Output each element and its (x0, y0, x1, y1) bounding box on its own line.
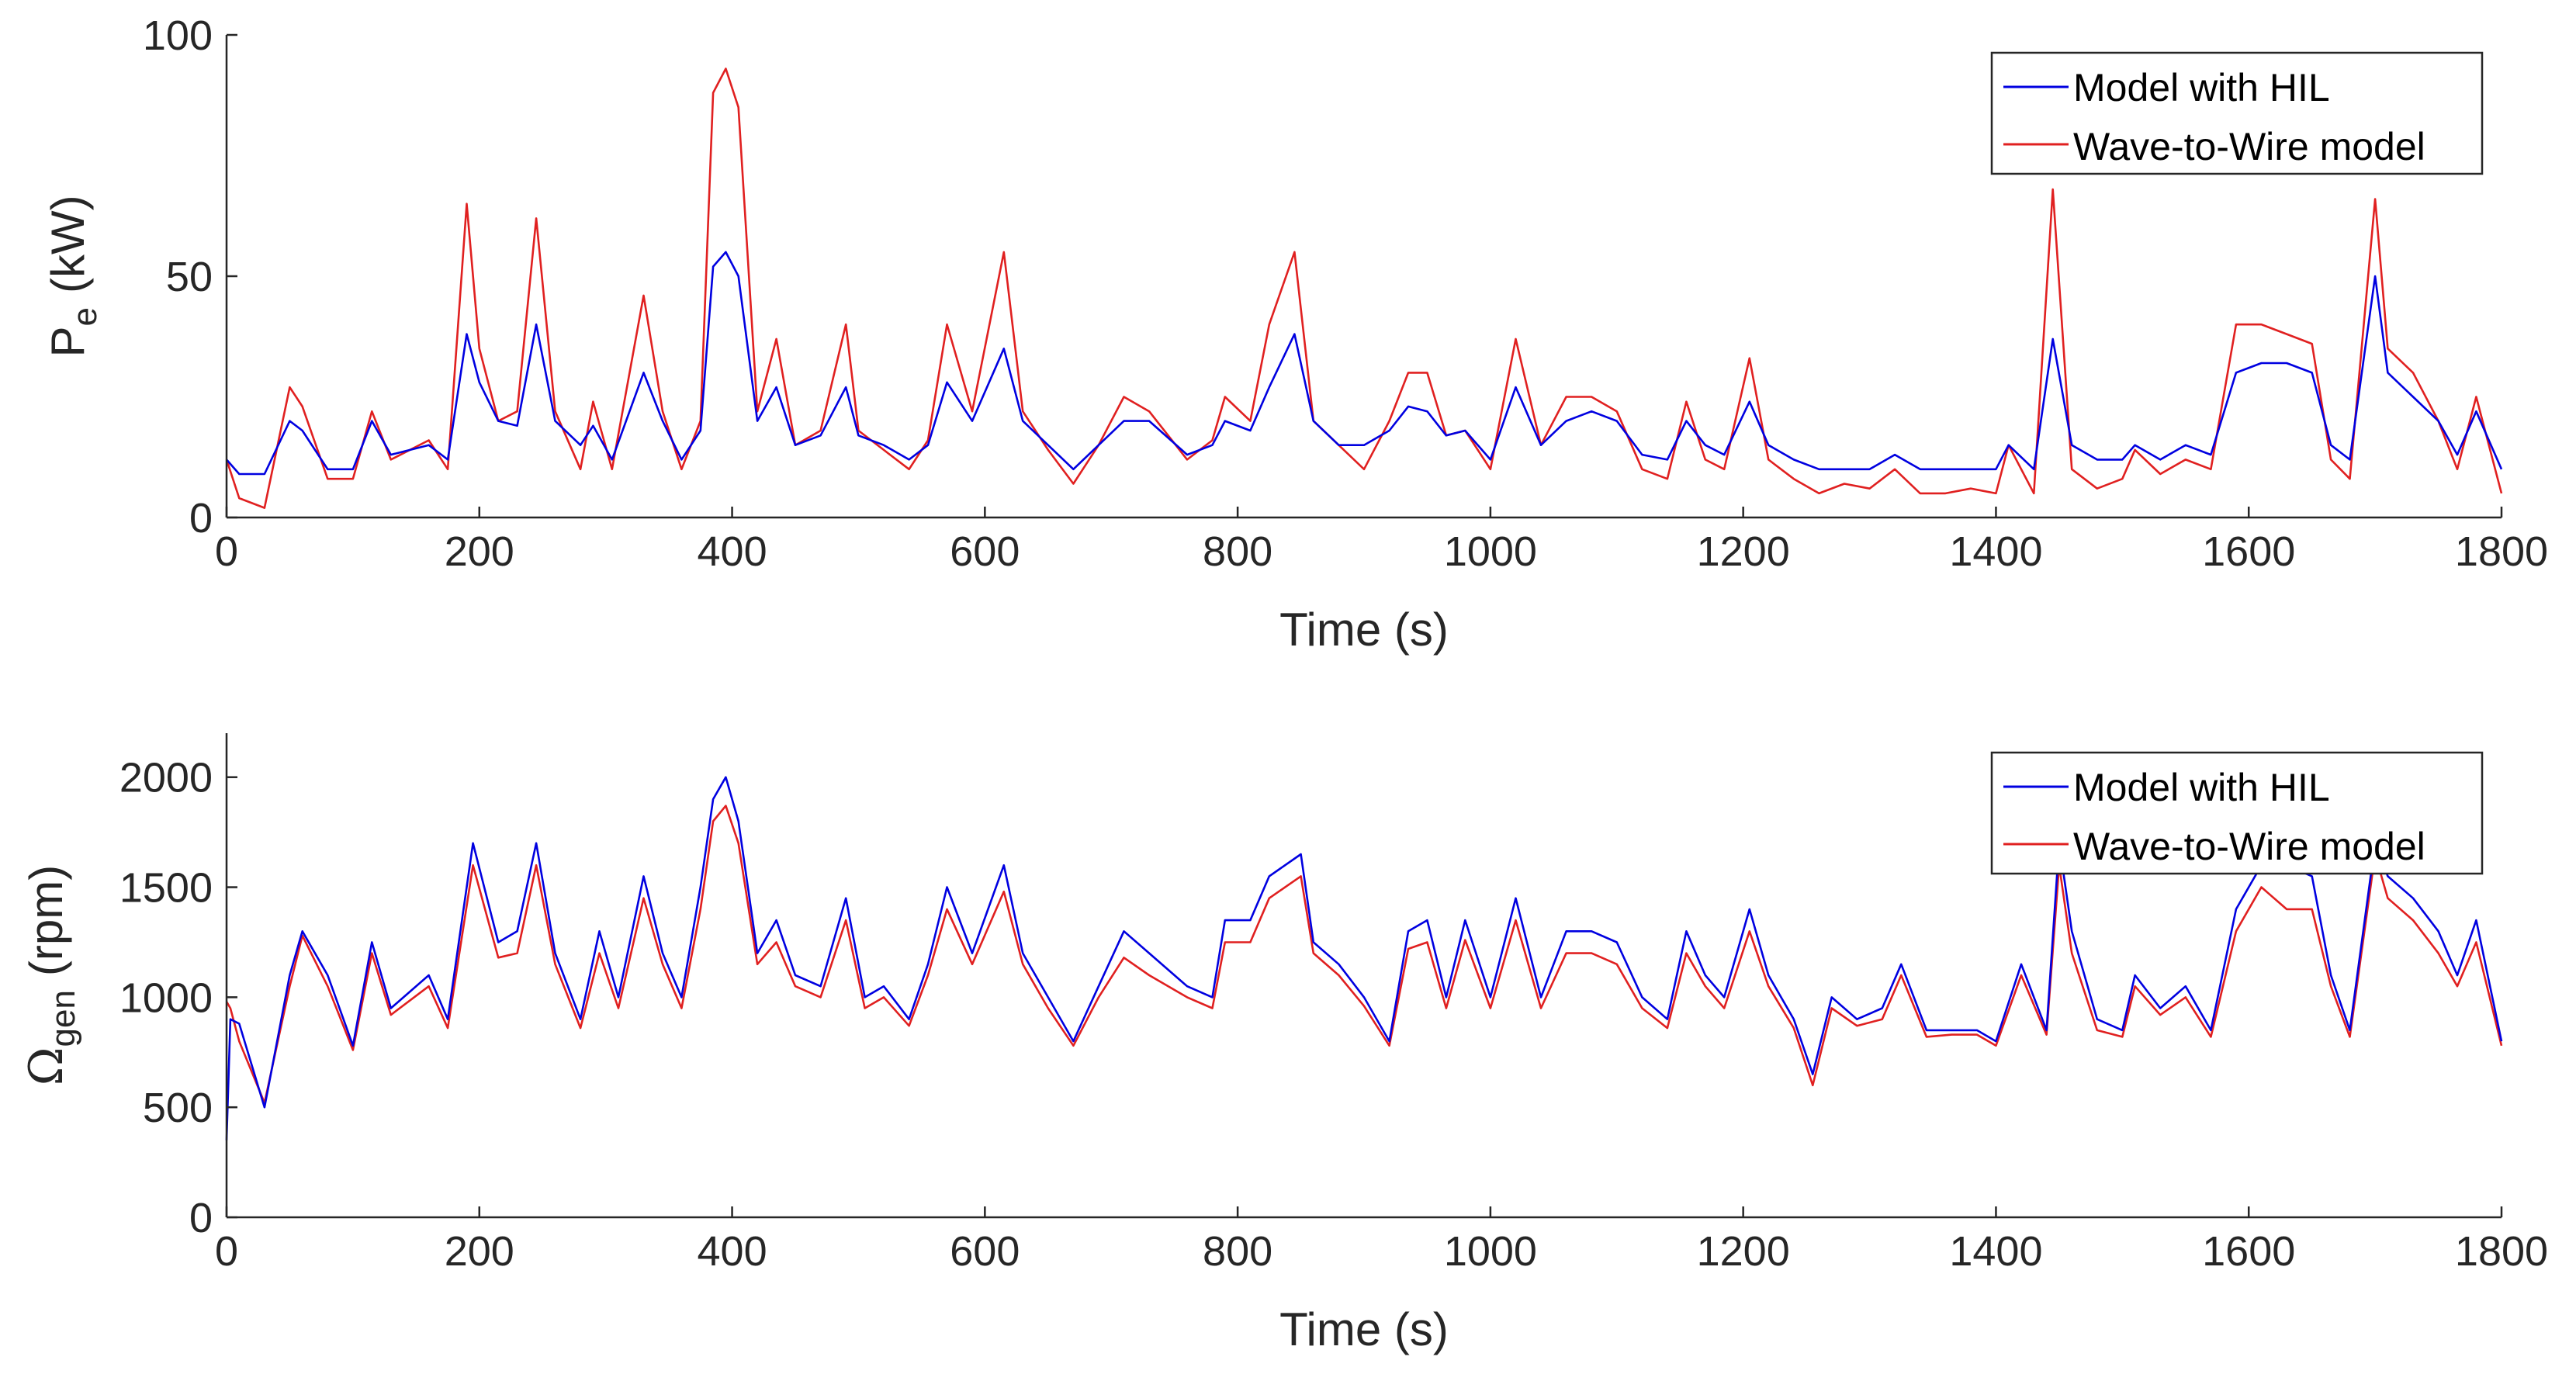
speed-x-tick-label: 200 (445, 1228, 514, 1275)
power-series-layer (225, 67, 2503, 509)
power-x-tick-label: 1600 (2202, 528, 2295, 575)
speed-panel: 0 200 400 600 800 1000 1200 1400 1600 1800 0 500 10… (19, 733, 2548, 1355)
power-y-axis-title: Pe (kW) (42, 195, 104, 357)
speed-x-tick-label: 1200 (1697, 1228, 1790, 1275)
power-x-axis-title: Time (s) (1279, 604, 1449, 656)
power-x-tick-label: 0 (215, 528, 238, 575)
speed-x-tick-label: 1800 (2455, 1228, 2548, 1275)
speed-x-tick-label: 600 (950, 1228, 1020, 1275)
speed-x-tick-label: 1600 (2202, 1228, 2295, 1275)
power-legend-label-w2w: Wave-to-Wire model (2073, 125, 2425, 168)
speed-y-ticks: 0 500 1000 1500 2000 (119, 755, 237, 1241)
speed-y-axis-symbol: Ω (19, 1047, 74, 1085)
power-x-tick-label: 200 (445, 528, 514, 575)
speed-x-tick-label: 0 (215, 1228, 238, 1275)
speed-x-axis-title: Time (s) (1279, 1303, 1449, 1355)
speed-y-axis-title: Ωgen (rpm) (19, 865, 82, 1085)
power-legend-box (1990, 51, 2484, 175)
speed-y-tick-label: 500 (143, 1085, 213, 1131)
speed-y-tick-label: 1500 (119, 865, 213, 912)
power-x-tick-label: 1200 (1697, 528, 1790, 575)
power-x-ticks: 0 200 400 600 800 1000 1200 1400 1600 1800 (215, 507, 2548, 575)
speed-x-tick-label: 800 (1203, 1228, 1272, 1275)
power-x-tick-label: 600 (950, 528, 1020, 575)
speed-y-tick-label: 1000 (119, 974, 213, 1021)
power-y-tick-label: 0 (189, 495, 213, 542)
speed-x-tick-label: 1000 (1444, 1228, 1537, 1275)
power-y-axis-symbol: P (42, 327, 94, 358)
power-legend: Model with HIL Wave-to-Wire model (1990, 51, 2484, 175)
speed-y-axis-subscript: gen (44, 990, 82, 1047)
speed-x-ticks: 0 200 400 600 800 1000 1200 1400 1600 1800 (215, 1206, 2548, 1275)
power-x-tick-label: 1000 (1444, 528, 1537, 575)
speed-legend-box (1990, 751, 2484, 875)
speed-y-axis-unit: (rpm) (20, 865, 72, 976)
power-x-tick-label: 1400 (1949, 528, 2042, 575)
power-series-hil-line (226, 251, 2503, 476)
speed-x-tick-label: 1400 (1949, 1228, 2042, 1275)
speed-y-tick-label: 0 (189, 1195, 213, 1241)
power-y-tick-label: 50 (166, 254, 213, 300)
speed-legend-label-w2w: Wave-to-Wire model (2073, 825, 2425, 868)
power-panel: 0 200 400 600 800 1000 1200 1400 1600 1800 0 50 100… (42, 12, 2548, 656)
speed-legend-label-hil: Model with HIL (2073, 766, 2330, 809)
power-x-tick-label: 400 (698, 528, 767, 575)
power-y-axis-unit: (kW) (42, 195, 94, 293)
power-legend-label-hil: Model with HIL (2073, 66, 2330, 109)
speed-x-tick-label: 400 (698, 1228, 767, 1275)
power-y-ticks: 0 50 100 (143, 12, 237, 542)
power-y-axis-subscript: e (66, 307, 104, 326)
power-x-tick-label: 1800 (2455, 528, 2548, 575)
speed-series-layer (225, 776, 2503, 1140)
speed-y-tick-label: 2000 (119, 755, 213, 801)
speed-series-w2w-line (225, 805, 2503, 1104)
power-x-tick-label: 800 (1203, 528, 1272, 575)
power-y-tick-label: 100 (143, 12, 213, 59)
speed-series-hil-line (225, 776, 2503, 1140)
speed-legend: Model with HIL Wave-to-Wire model (1990, 751, 2484, 875)
